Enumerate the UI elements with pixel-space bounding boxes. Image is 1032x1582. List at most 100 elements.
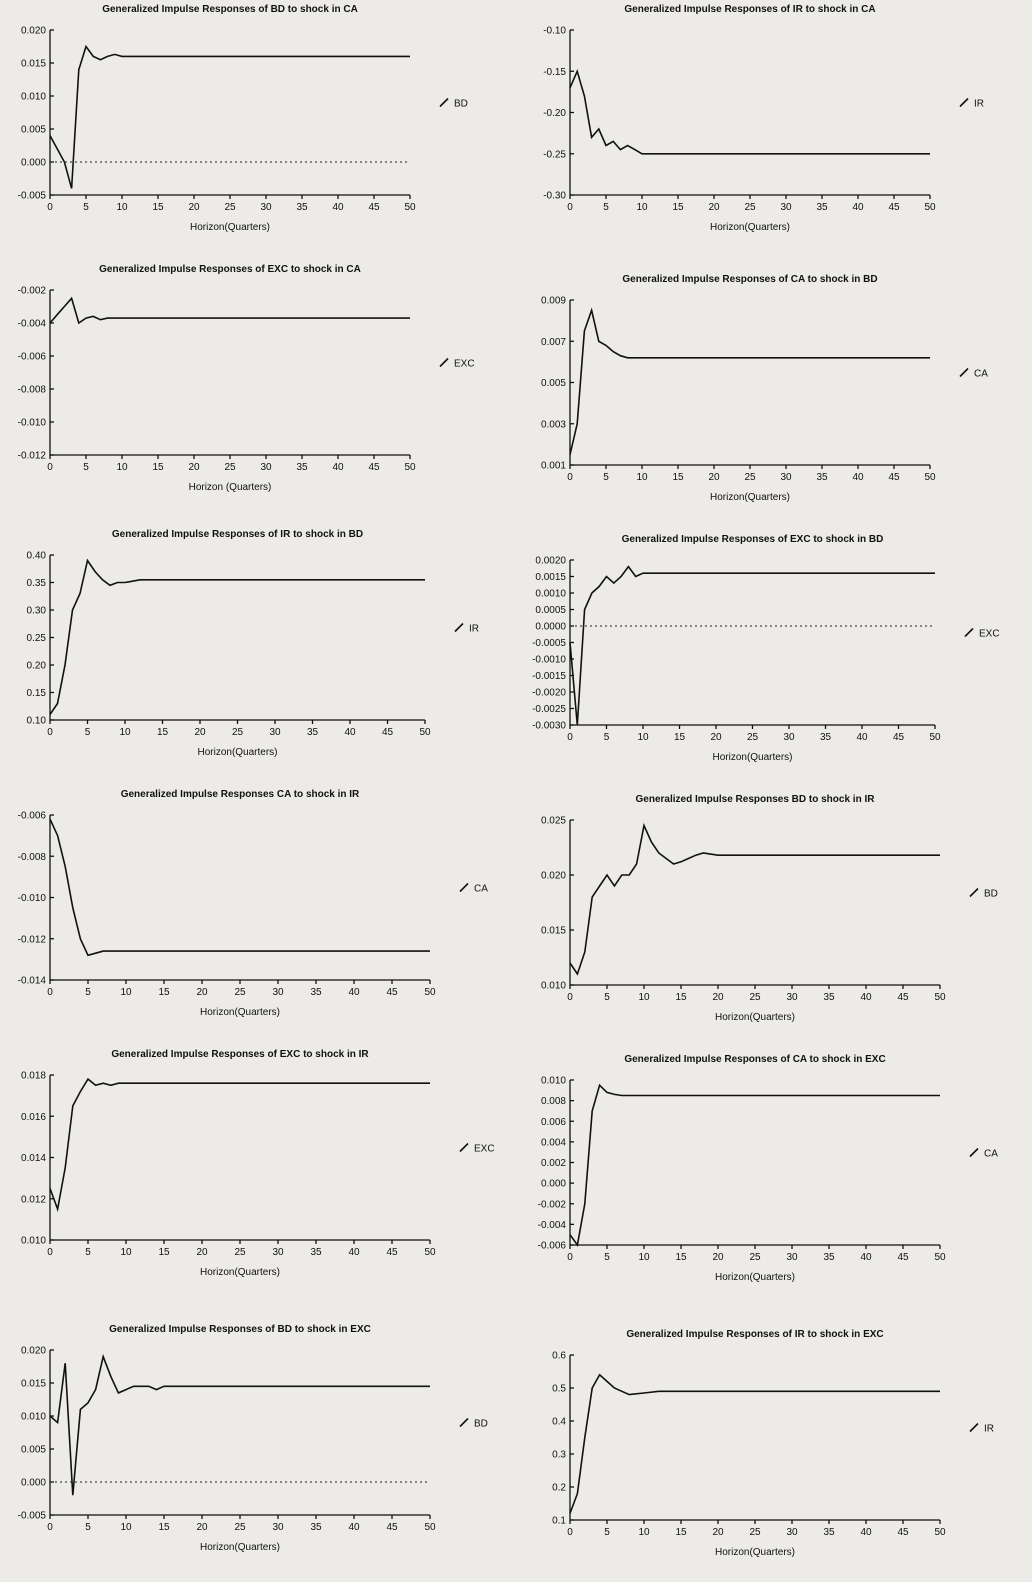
- legend-label: CA: [984, 1149, 998, 1160]
- y-tick-label: -0.004: [18, 319, 47, 330]
- irf-chart-svg: Generalized Impulse Responses of IR to s…: [27, 529, 479, 758]
- y-tick-label: 0.025: [541, 816, 566, 827]
- x-tick-label: 35: [816, 202, 828, 213]
- y-tick-label: -0.012: [18, 934, 47, 945]
- x-tick-label: 15: [675, 1527, 687, 1538]
- x-tick-label: 25: [749, 992, 761, 1003]
- x-tick-label: 40: [344, 727, 356, 738]
- irf-chart-svg: Generalized Impulse Responses of BD to s…: [18, 1324, 488, 1553]
- x-tick-label: 0: [47, 987, 53, 998]
- x-tick-label: 50: [924, 472, 936, 483]
- y-tick-label: 0.016: [21, 1112, 46, 1123]
- legend-line-sample: [959, 367, 969, 378]
- x-tick-label: 35: [310, 1522, 322, 1533]
- y-tick-label: 0.015: [541, 926, 566, 937]
- y-tick-label: 0.0000: [535, 622, 566, 633]
- x-tick-label: 30: [783, 732, 795, 743]
- y-tick-label: 0.4: [552, 1417, 566, 1428]
- x-tick-label: 40: [348, 1522, 360, 1533]
- axis-line: [569, 30, 930, 196]
- irf-panel-4: Generalized Impulse Responses of CA to s…: [520, 270, 1010, 520]
- x-tick-label: 45: [897, 1527, 909, 1538]
- x-tick-label: 45: [368, 462, 380, 473]
- x-tick-label: 50: [934, 1252, 946, 1263]
- x-tick-label: 15: [152, 462, 164, 473]
- legend-label: BD: [474, 1419, 488, 1430]
- x-tick-label: 40: [348, 1247, 360, 1258]
- y-tick-label: 0.005: [541, 378, 566, 389]
- axis-line: [569, 1355, 940, 1521]
- y-tick-label: 0.009: [541, 296, 566, 307]
- x-tick-label: 45: [368, 202, 380, 213]
- legend-line-sample: [969, 887, 979, 898]
- series-line-bd: [49, 44, 410, 189]
- x-tick-label: 0: [47, 462, 53, 473]
- x-tick-label: 20: [710, 732, 722, 743]
- legend-line-sample: [459, 882, 469, 893]
- y-tick-label: 0.15: [27, 688, 47, 699]
- chart-title: Generalized Impulse Responses of IR to s…: [626, 1329, 883, 1340]
- x-tick-label: 10: [116, 202, 128, 213]
- chart-title: Generalized Impulse Responses of BD to s…: [109, 1324, 371, 1335]
- x-tick-label: 40: [852, 472, 864, 483]
- x-tick-label: 0: [567, 1252, 573, 1263]
- y-tick-label: -0.0030: [532, 721, 566, 732]
- axis-line: [569, 560, 935, 726]
- y-tick-label: 0.010: [541, 1076, 566, 1087]
- x-tick-label: 15: [157, 727, 169, 738]
- x-tick-label: 10: [636, 472, 648, 483]
- x-tick-label: 45: [897, 1252, 909, 1263]
- axis-line: [49, 30, 410, 196]
- x-tick-label: 50: [424, 1522, 436, 1533]
- y-tick-label: -0.10: [543, 26, 566, 37]
- x-tick-label: 30: [269, 727, 281, 738]
- y-tick-label: 0.25: [27, 633, 47, 644]
- series-line-exc: [49, 1077, 430, 1213]
- x-tick-label: 10: [638, 1527, 650, 1538]
- series-line-ca: [569, 307, 930, 455]
- y-tick-label: 0.010: [541, 981, 566, 992]
- y-tick-label: 0.35: [27, 578, 47, 589]
- y-tick-label: 0.002: [541, 1158, 566, 1169]
- x-tick-label: 5: [85, 1522, 91, 1533]
- y-tick-label: 0.005: [21, 1445, 46, 1456]
- axis-line: [569, 1080, 940, 1246]
- legend-label: IR: [984, 1424, 994, 1435]
- y-tick-label: -0.014: [18, 976, 47, 987]
- y-tick-label: 0.000: [21, 158, 46, 169]
- x-tick-label: 45: [386, 1522, 398, 1533]
- axis-line: [49, 815, 430, 981]
- x-tick-label: 20: [712, 1252, 724, 1263]
- irf-panel-12: Generalized Impulse Responses of IR to s…: [520, 1325, 1020, 1575]
- x-tick-label: 40: [860, 992, 872, 1003]
- x-tick-label: 0: [47, 202, 53, 213]
- x-tick-label: 35: [310, 987, 322, 998]
- x-tick-label: 40: [856, 732, 868, 743]
- axis-line: [569, 820, 940, 986]
- legend-line-sample: [439, 357, 449, 368]
- x-tick-label: 5: [604, 732, 610, 743]
- y-tick-label: -0.006: [538, 1241, 567, 1252]
- x-tick-label: 5: [603, 472, 609, 483]
- x-tick-label: 5: [83, 202, 89, 213]
- legend-line-sample: [964, 627, 974, 638]
- x-tick-label: 25: [749, 1527, 761, 1538]
- y-tick-label: -0.0015: [532, 671, 566, 682]
- x-tick-label: 5: [85, 727, 91, 738]
- y-tick-label: -0.25: [543, 149, 566, 160]
- x-tick-label: 50: [929, 732, 941, 743]
- x-axis-label: Horizon(Quarters): [715, 1272, 795, 1283]
- chart-title: Generalized Impulse Responses of BD to s…: [102, 4, 358, 15]
- x-tick-label: 40: [860, 1527, 872, 1538]
- x-tick-label: 35: [296, 462, 308, 473]
- x-axis-label: Horizon(Quarters): [710, 222, 790, 233]
- y-tick-label: 0.010: [21, 1412, 46, 1423]
- irf-chart-svg: Generalized Impulse Responses of EXC to …: [18, 264, 475, 493]
- x-tick-label: 5: [604, 992, 610, 1003]
- irf-chart-svg: Generalized Impulse Responses CA to shoc…: [18, 789, 489, 1018]
- irf-chart-svg: Generalized Impulse Responses BD to shoc…: [541, 794, 998, 1023]
- chart-title: Generalized Impulse Responses of CA to s…: [624, 1054, 885, 1065]
- chart-title: Generalized Impulse Responses of EXC to …: [111, 1049, 369, 1060]
- x-tick-label: 50: [934, 1527, 946, 1538]
- x-tick-label: 15: [672, 202, 684, 213]
